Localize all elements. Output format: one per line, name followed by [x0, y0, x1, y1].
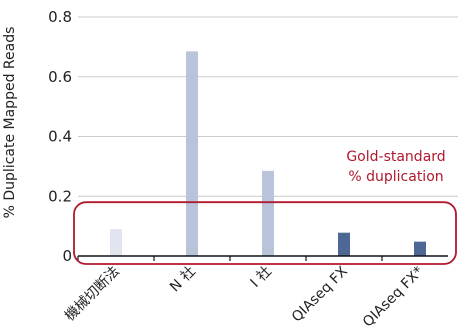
bar [414, 241, 426, 256]
y-axis-label: % Duplicate Mapped Reads [2, 27, 18, 219]
category-label: 機械切断法 [62, 264, 123, 325]
category-labels: 機械切断法 N 社 I 社 QIAseq FX QIAseq FX* [62, 263, 427, 330]
category-label: N 社 [167, 264, 199, 296]
bar [110, 229, 122, 256]
y-tick-label: 0.6 [48, 68, 72, 86]
annotation-line-2: % duplication [348, 169, 443, 185]
y-tick-label: 0 [62, 247, 72, 265]
category-label: I 社 [248, 264, 275, 291]
x-tick-marks [77, 256, 383, 261]
bars [110, 51, 426, 257]
y-tick-label: 0.8 [48, 8, 72, 26]
category-label: QIAseq FX* [360, 264, 427, 331]
y-tick-labels: 0 0.2 0.4 0.6 0.8 [48, 8, 72, 265]
y-tick-label: 0.2 [48, 187, 72, 205]
bar [338, 232, 350, 256]
bar [262, 170, 274, 256]
gold-standard-box [73, 201, 457, 265]
category-label: QIAseq FX [289, 263, 351, 325]
annotation-line-1: Gold-standard [346, 149, 445, 165]
y-tick-label: 0.4 [48, 128, 72, 146]
bar [186, 51, 198, 257]
